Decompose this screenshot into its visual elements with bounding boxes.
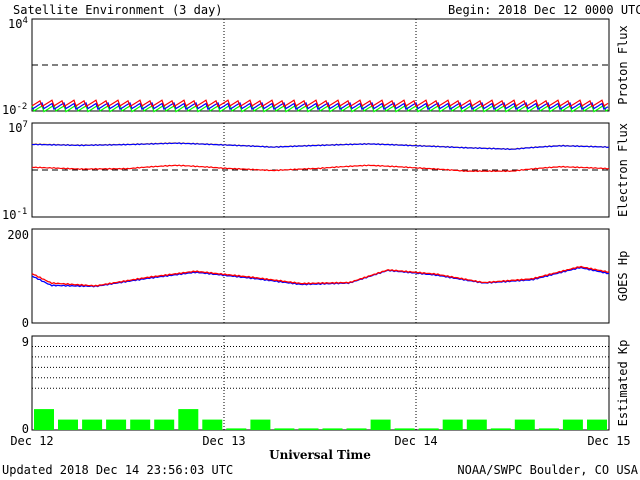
- day-separators: [223, 19, 417, 430]
- kp-bar: [370, 419, 391, 430]
- kp-bar: [202, 419, 223, 430]
- proton-series-green: [31, 104, 609, 113]
- hp-series-group: [31, 265, 610, 288]
- kp-bar: [274, 428, 295, 430]
- credit-text: NOAA/SWPC Boulder, CO USA: [457, 463, 638, 477]
- xtick-label: Dec 14: [394, 434, 437, 448]
- xaxis-label: Universal Time: [269, 448, 371, 462]
- xtick-label: Dec 15: [587, 434, 630, 448]
- kp-bar: [562, 419, 583, 430]
- hp-ytick-bottom: 0: [22, 316, 29, 330]
- hp-series-blue: [31, 266, 610, 288]
- kp-bar: [346, 428, 367, 430]
- proton-ytick-bottom: 10-2: [2, 102, 27, 117]
- kp-bar: [514, 419, 535, 430]
- kp-bar: [106, 419, 127, 430]
- kp-bar: [490, 428, 511, 430]
- kp-ytick-top: 9: [22, 335, 29, 349]
- electron-series-red: [31, 164, 610, 173]
- kp-bar: [34, 409, 54, 430]
- hp-series-red: [31, 265, 610, 287]
- chart-title: Satellite Environment (3 day): [13, 3, 223, 17]
- hp-ytick-top: 200: [7, 228, 29, 242]
- kp-bar: [466, 419, 487, 430]
- kp-bar: [418, 428, 439, 430]
- kp-panel-frame: [31, 335, 610, 431]
- xtick-label: Dec 12: [10, 434, 53, 448]
- kp-bar: [250, 419, 271, 430]
- proton-ylabel: Proton Flux: [616, 25, 630, 104]
- proton-series-blue: [31, 101, 609, 111]
- kp-bar: [298, 428, 319, 430]
- proton-ytick-top: 104: [8, 16, 28, 31]
- proton-series-group: [31, 64, 609, 113]
- kp-bar: [226, 428, 247, 430]
- proton-series-red: [31, 99, 609, 108]
- hp-panel-frame: [31, 228, 610, 324]
- kp-bar: [178, 409, 199, 430]
- kp-bar: [154, 419, 175, 430]
- kp-bars-group: [32, 345, 609, 430]
- electron-series-blue: [31, 142, 610, 151]
- kp-bar: [58, 419, 78, 430]
- kp-bar: [394, 428, 415, 430]
- updated-timestamp: Updated 2018 Dec 14 23:56:03 UTC: [2, 463, 233, 477]
- kp-bar: [322, 428, 343, 430]
- electron-ytick-bottom: 10-1: [2, 207, 27, 222]
- electron-ytick-top: 107: [8, 120, 28, 135]
- kp-bar: [442, 419, 463, 430]
- begin-label: Begin:: [448, 3, 491, 17]
- begin-value: 2018 Dec 12 0000 UTC: [498, 3, 640, 17]
- kp-bar: [130, 419, 151, 430]
- xtick-label: Dec 13: [202, 434, 245, 448]
- electron-ylabel: Electron Flux: [616, 123, 630, 217]
- kp-bar: [538, 428, 559, 430]
- kp-bar: [587, 419, 607, 430]
- hp-ylabel: GOES Hp: [616, 251, 630, 302]
- kp-ytick-bottom: 0: [22, 422, 29, 436]
- kp-bar: [82, 419, 103, 430]
- kp-ylabel: Estimated Kp: [616, 340, 630, 427]
- electron-series-group: [31, 142, 610, 173]
